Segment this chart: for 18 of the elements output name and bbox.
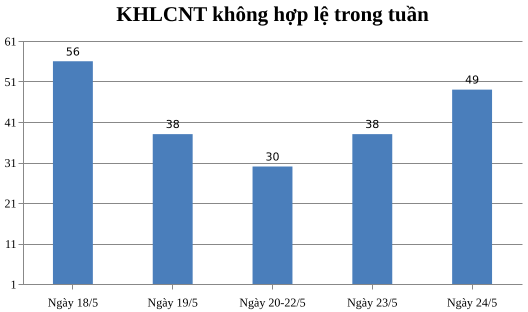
x-tick-label: Ngày 18/5 [48,296,98,310]
x-tick-label: Ngày 19/5 [148,296,198,310]
y-tick-label: 11 [4,237,16,251]
data-label: 56 [66,45,80,58]
data-label: 38 [365,118,380,132]
x-tick-label: Ngày 24/5 [446,296,498,310]
chart-title: KHLCNT không hợp lệ trong tuần [116,2,430,26]
y-tick-label: 41 [4,116,16,130]
y-tick-label: 31 [4,156,16,170]
y-tick-label: 61 [4,34,16,48]
data-label: 49 [465,74,480,87]
data-label: 30 [266,150,280,164]
x-tick-label: Ngày 23/5 [347,296,398,310]
y-tick-label: 1 [10,278,16,292]
data-label: 38 [166,118,180,132]
y-tick-label: 51 [4,75,16,89]
x-tick-label: Ngày 20-22/5 [239,296,306,310]
y-tick-label: 21 [4,196,16,210]
